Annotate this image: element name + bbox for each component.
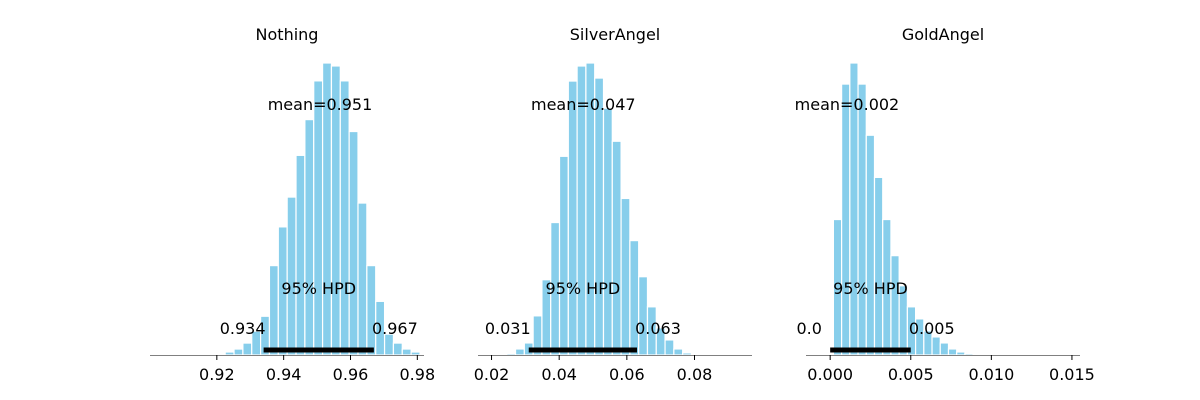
histogram-bar (873, 176, 884, 356)
histogram-bar (673, 348, 684, 356)
hpd-low-label: 0.031 (485, 319, 531, 338)
x-tick-label: 0.94 (266, 365, 302, 384)
histogram-bar (339, 80, 350, 356)
histogram-bar (242, 342, 253, 356)
x-tick-label: 0.000 (807, 365, 853, 384)
histogram-bar (286, 196, 297, 356)
panel-silverangel: SilverAngel 0.02 0.04 0.06 0.08 mean=0.047 … (474, 25, 752, 384)
hpd-low-label: 0.0 (796, 319, 821, 338)
histogram-bar (947, 348, 958, 356)
histogram-bar (841, 83, 851, 356)
x-tick-label: 0.06 (609, 365, 645, 384)
x-tick-label: 0.92 (199, 365, 235, 384)
x-tick-label: 0.98 (400, 365, 436, 384)
histogram-bar (410, 351, 421, 356)
hpd-high-label: 0.967 (372, 319, 418, 338)
histogram-bar (392, 342, 403, 356)
histogram-bar (664, 339, 675, 356)
panel-title: Nothing (256, 25, 319, 44)
histogram-bar (594, 77, 605, 356)
panel-goldangel: GoldAngel 0.000 0.005 0.010 0.015 mean=0.00… (795, 25, 1095, 384)
histogram-bar (602, 107, 613, 356)
hpd-high-label: 0.005 (909, 319, 955, 338)
x-tick-label: 0.005 (888, 365, 934, 384)
mean-label: mean=0.951 (268, 95, 373, 114)
histogram-bar (857, 83, 867, 356)
x-tick-label: 0.08 (677, 365, 713, 384)
histogram-bar (366, 265, 377, 356)
panel-title: SilverAngel (570, 25, 660, 44)
histogram-bar (931, 336, 941, 356)
histogram-bar (972, 353, 982, 356)
histogram-bar (956, 351, 966, 356)
histogram-bar (514, 348, 525, 356)
histogram-bar (506, 352, 517, 356)
hpd-label: 95% HPD (546, 279, 621, 298)
histogram-bar (304, 119, 315, 356)
histogram-bar (567, 80, 578, 356)
histogram-bar (682, 352, 693, 356)
hpd-label: 95% HPD (833, 279, 908, 298)
histogram-bar (313, 80, 324, 356)
x-tick-label: 0.04 (541, 365, 577, 384)
hpd-label: 95% HPD (281, 279, 356, 298)
histogram-bar (224, 351, 235, 356)
hpd-high-label: 0.063 (635, 319, 681, 338)
histogram-bar (268, 265, 279, 356)
histogram-bar (558, 155, 569, 356)
histogram-bar (939, 342, 950, 356)
hpd-interval-bar (263, 347, 374, 353)
x-tick-label: 0.02 (474, 365, 510, 384)
histogram-bar (233, 348, 244, 356)
x-tick-label: 0.010 (968, 365, 1014, 384)
panel-nothing: Nothing 0.92 0.94 0.96 0.98 mean=0.951 95% … (150, 25, 435, 384)
histogram-bar (638, 276, 649, 356)
hpd-interval-bar (528, 347, 637, 353)
histogram-bar (295, 154, 306, 356)
histogram-bar (348, 130, 359, 356)
hpd-interval-bar (830, 347, 911, 353)
x-tick-label: 0.015 (1049, 365, 1095, 384)
histogram-bar (620, 197, 631, 356)
x-tick-label: 0.96 (333, 365, 369, 384)
histogram-bar (964, 352, 974, 356)
panel-title: GoldAngel (902, 25, 984, 44)
hpd-low-label: 0.934 (220, 319, 266, 338)
histogram-bar (611, 140, 622, 356)
mean-label: mean=0.047 (531, 95, 636, 114)
mean-label: mean=0.002 (795, 95, 900, 114)
histogram-bar (865, 134, 876, 356)
histogram-bar (357, 202, 368, 356)
histogram-bar (890, 255, 900, 356)
histogram-bar (401, 348, 412, 356)
